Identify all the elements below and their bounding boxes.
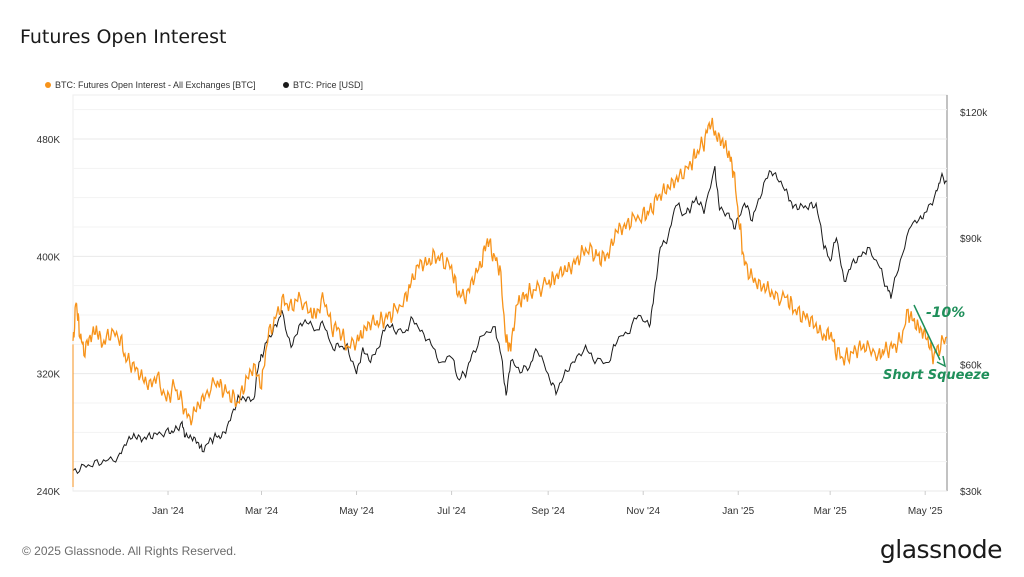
chart-title: Futures Open Interest [20, 26, 227, 48]
annotation-arrow-shaft [913, 304, 941, 361]
annotation-arrow-head [936, 355, 947, 368]
open-interest-line [72, 117, 948, 426]
annotation-percent: -10% [926, 305, 965, 321]
legend-marker-oi [45, 82, 51, 88]
legend-label-price: BTC: Price [USD] [293, 80, 363, 90]
x-tick-label: Jul '24 [437, 506, 466, 517]
x-tick-label: Jan '24 [152, 506, 184, 517]
y-axis-left: 240K 320K 400K 480K [37, 135, 61, 498]
legend-label-oi: BTC: Futures Open Interest - All Exchang… [55, 80, 256, 90]
x-tick-label: Jan '25 [722, 506, 754, 517]
x-tick-label: May '24 [339, 506, 374, 517]
plot-frame [72, 94, 948, 492]
legend-marker-price [283, 82, 289, 88]
y-right-tick-label: $60k [960, 361, 983, 372]
x-tick-label: Nov '24 [626, 506, 660, 517]
y-left-tick-label: 400K [37, 252, 61, 263]
gridlines [72, 94, 948, 492]
series-layer [72, 117, 948, 487]
x-tick-label: Mar '25 [814, 506, 847, 517]
y-right-tick-label: $30k [960, 487, 983, 498]
legend: BTC: Futures Open Interest - All Exchang… [45, 80, 363, 90]
x-tick-label: Mar '24 [245, 506, 278, 517]
y-left-tick-label: 240K [37, 487, 61, 498]
annotation-short-squeeze: Short Squeeze [883, 368, 990, 383]
copyright-footer: © 2025 Glassnode. All Rights Reserved. [22, 544, 237, 558]
glassnode-logo: glassnode [879, 535, 1003, 564]
y-left-tick-label: 480K [37, 135, 61, 146]
y-right-tick-label: $120k [960, 108, 988, 119]
y-right-tick-label: $90k [960, 234, 983, 245]
y-left-tick-label: 320K [37, 370, 61, 381]
x-axis: Jan '24 Mar '24 May '24 Jul '24 Sep '24 Nov '… [152, 491, 943, 517]
x-tick-label: Sep '24 [531, 506, 565, 517]
x-tick-label: May '25 [908, 506, 943, 517]
price-line [72, 165, 948, 475]
y-axis-right: $30k $60k $90k $120k [960, 108, 988, 498]
annotation-group: -10% Short Squeeze [883, 304, 990, 383]
